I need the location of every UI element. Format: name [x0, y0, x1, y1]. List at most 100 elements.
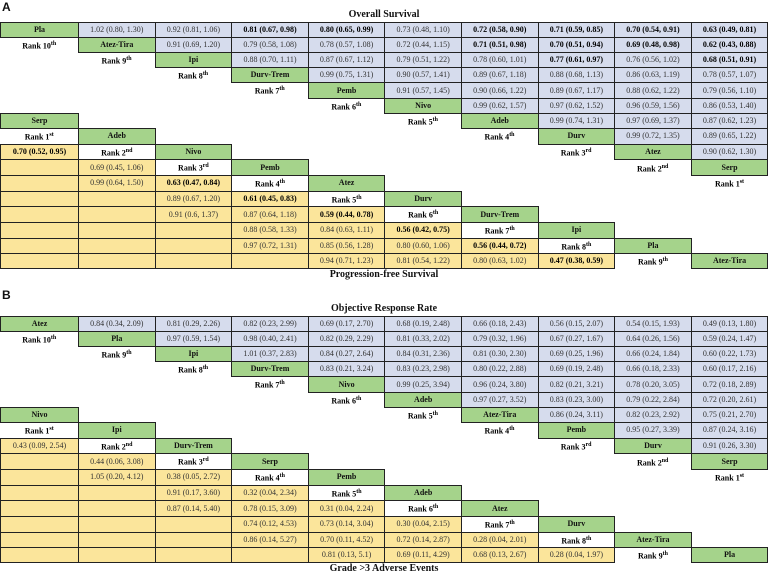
- empty-cell: [0, 376, 79, 393]
- lower-treatment-cell: Durv: [537, 515, 616, 533]
- rank-text: Rank 10: [22, 41, 51, 51]
- upper-value-cell: 0.64 (0.26, 1.56): [614, 330, 692, 348]
- upper-value-cell: 0.56 (0.15, 2.07): [537, 316, 616, 332]
- rank-ordinal: nd: [125, 147, 133, 154]
- table-row: Rank 8th Durv-Trem 0.83 (0.21, 3.24) 0.83 (…: [0, 361, 768, 378]
- rank-text: Rank 9: [101, 350, 127, 360]
- lower-treatment-cell: Atez: [460, 500, 539, 517]
- upper-value-cell: 0.78 (0.57, 1.07): [690, 67, 768, 84]
- empty-cell: [614, 191, 692, 207]
- lower-value-cell: 0.84 (0.63, 1.11): [307, 221, 386, 239]
- rank-ordinal: th: [202, 71, 209, 78]
- table-row: 0.88 (0.58, 1.33) 0.84 (0.63, 1.11) 0.56 (…: [0, 221, 768, 239]
- rank-text: Rank 1: [715, 179, 740, 189]
- empty-cell: [691, 222, 768, 239]
- treatment-cell: Adeb: [460, 112, 539, 129]
- lower-treatment-cell: Serp: [231, 453, 309, 470]
- lower-value-cell: [0, 159, 79, 176]
- rank-label-lower: Rank 5th: [308, 191, 385, 207]
- lower-value-cell: [0, 500, 79, 517]
- lower-value-cell: [231, 547, 309, 564]
- upper-value-cell: 0.79 (0.56, 1.10): [690, 82, 768, 99]
- lower-value-cell: 0.69 (0.11, 4.29): [384, 547, 462, 564]
- empty-cell: [614, 500, 692, 517]
- lower-value-cell: [0, 190, 79, 208]
- lower-treatment-cell: Adeb: [78, 127, 156, 145]
- rank-ordinal: th: [279, 178, 285, 185]
- empty-cell: [308, 113, 385, 129]
- treatment-cell: Nivo: [384, 97, 462, 114]
- lower-value-cell: [0, 468, 79, 486]
- empty-cell: [308, 422, 385, 439]
- empty-cell: [231, 128, 309, 145]
- empty-cell: [384, 469, 462, 486]
- treatment-cell: Nivo: [307, 376, 386, 393]
- upper-value-cell: 0.49 (0.13, 1.80): [690, 316, 768, 332]
- upper-value-cell: 0.80 (0.22, 2.88): [460, 361, 539, 378]
- lower-value-cell: [78, 221, 156, 239]
- league-table-b: Atez 0.84 (0.34, 2.09) 0.81 (0.29, 2.26) 0.…: [0, 316, 768, 564]
- upper-value-cell: 0.83 (0.23, 3.00): [537, 391, 616, 408]
- rank-text: Rank 5: [331, 489, 357, 499]
- upper-value-cell: 0.91 (0.26, 3.30): [690, 437, 768, 455]
- lower-value-cell: 0.70 (0.52, 0.95): [0, 143, 79, 161]
- lower-value-cell: 0.94 (0.71, 1.23): [307, 253, 386, 270]
- upper-value-cell: 0.80 (0.65, 0.99): [307, 22, 386, 38]
- empty-cell: [231, 98, 309, 114]
- empty-cell: [384, 453, 462, 470]
- table-row: 0.91 (0.17, 3.60) 0.32 (0.04, 2.34) Rank 5…: [0, 484, 768, 502]
- upper-value-cell: 0.90 (0.57, 1.41): [384, 67, 462, 84]
- table-row: 0.86 (0.14, 5.27) 0.70 (0.11, 4.52) 0.72 (…: [0, 531, 768, 549]
- lower-value-cell: [154, 221, 233, 239]
- rank-label-upper: Rank 7th: [231, 376, 309, 393]
- lower-value-cell: 0.70 (0.11, 4.52): [307, 531, 386, 549]
- empty-cell: [384, 175, 462, 192]
- treatment-cell: Serp: [690, 453, 768, 470]
- table-row: 0.94 (0.71, 1.23) 0.81 (0.54, 1.22) 0.80 (…: [0, 253, 768, 270]
- empty-cell: [78, 361, 156, 377]
- lower-value-cell: 0.32 (0.04, 2.34): [231, 484, 309, 502]
- upper-value-cell: 0.97 (0.62, 1.52): [537, 97, 616, 114]
- upper-value-cell: 0.68 (0.51, 0.91): [690, 52, 768, 69]
- treatment-cell: Adeb: [384, 391, 462, 408]
- upper-value-cell: 0.71 (0.59, 0.85): [537, 22, 616, 38]
- upper-value-cell: 0.97 (0.59, 1.54): [154, 330, 233, 348]
- rank-label-lower: Rank 7th: [461, 516, 539, 533]
- rank-text: Rank 4: [254, 473, 280, 483]
- empty-cell: [78, 82, 156, 99]
- upper-value-cell: 0.82 (0.21, 3.21): [537, 376, 616, 393]
- lower-value-cell: [154, 253, 233, 270]
- upper-value-cell: 0.89 (0.65, 1.22): [690, 127, 768, 145]
- lower-treatment-cell: Nivo: [154, 143, 233, 161]
- rank-text: Rank 9: [637, 551, 663, 561]
- lower-value-cell: 0.86 (0.14, 5.27): [231, 531, 309, 549]
- upper-value-cell: 0.88 (0.62, 1.22): [614, 82, 692, 99]
- lower-treatment-cell: Durv: [384, 190, 462, 208]
- upper-value-cell: 0.99 (0.75, 1.31): [307, 67, 386, 84]
- lower-value-cell: 0.63 (0.47, 0.84): [154, 174, 233, 192]
- lower-value-cell: 0.69 (0.45, 1.06): [78, 159, 156, 176]
- lower-treatment-cell: Ipi: [537, 221, 616, 239]
- lower-value-cell: 0.28 (0.04, 1.97): [537, 547, 616, 564]
- panel-b-title-bottom: Grade >3 Adverse Events: [329, 563, 439, 574]
- lower-value-cell: 0.87 (0.14, 5.40): [154, 500, 233, 517]
- panel-a-title-top: Overall Survival: [348, 9, 420, 20]
- upper-value-cell: 0.69 (0.17, 2.70): [307, 316, 386, 332]
- rank-ordinal: th: [432, 116, 438, 123]
- empty-cell: [231, 144, 309, 160]
- upper-value-cell: 0.69 (0.19, 2.48): [537, 361, 616, 378]
- upper-value-cell: 0.68 (0.19, 2.48): [384, 316, 462, 332]
- empty-cell: [461, 469, 539, 486]
- lower-value-cell: 0.59 (0.44, 0.78): [307, 206, 386, 223]
- treatment-cell: Ipi: [154, 52, 233, 69]
- rank-ordinal: th: [356, 101, 362, 108]
- table-row: Rank 1st Adeb Rank 4th Durv 0.99 (0.72, 1.35…: [0, 127, 768, 145]
- upper-value-cell: 0.79 (0.51, 1.22): [384, 52, 462, 69]
- rank-label-upper: Rank 8th: [155, 361, 232, 377]
- rank-ordinal: th: [356, 194, 362, 201]
- treatment-cell: Pla: [78, 330, 156, 348]
- rank-label-upper: Rank 7th: [231, 82, 309, 99]
- rank-label-upper: Rank 10th: [0, 331, 79, 347]
- upper-value-cell: 0.69 (0.48, 0.98): [614, 36, 692, 54]
- upper-value-cell: 0.69 (0.25, 1.96): [537, 346, 616, 363]
